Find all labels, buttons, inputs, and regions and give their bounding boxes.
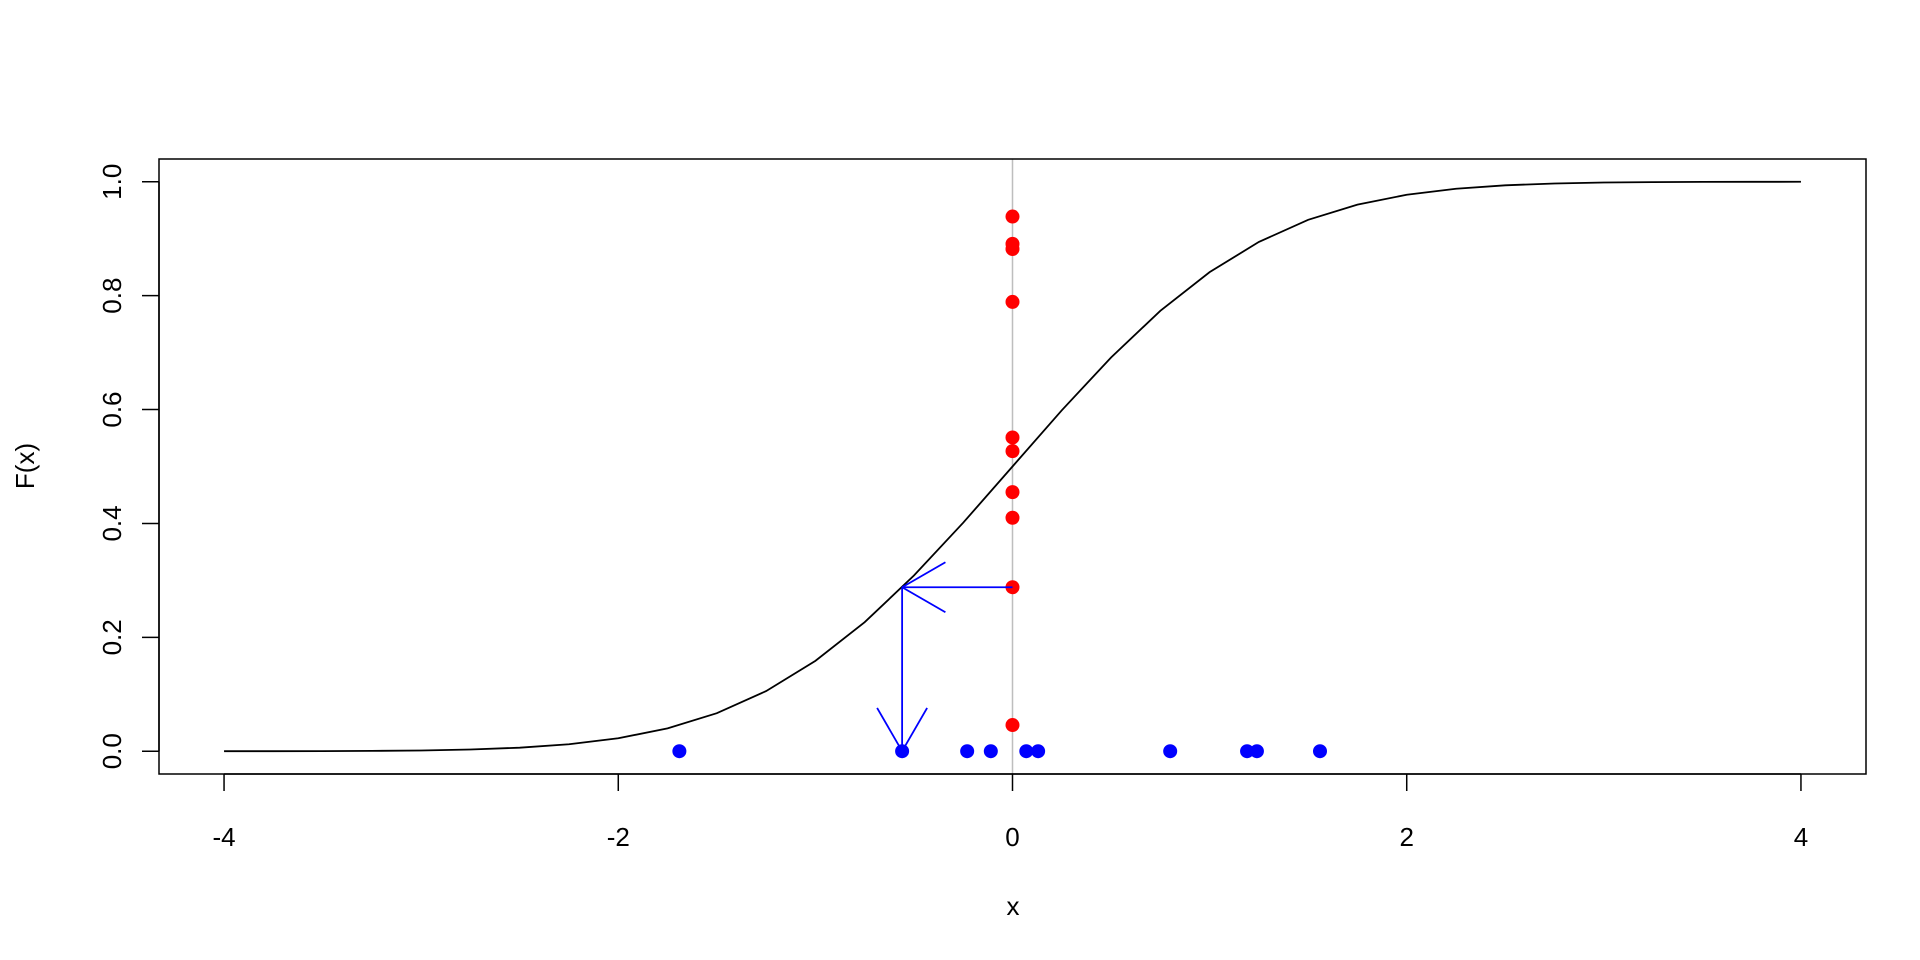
y-axis-label: F(x) bbox=[10, 443, 40, 489]
arrow-head bbox=[876, 707, 903, 752]
x-tick-label: -2 bbox=[607, 822, 630, 852]
x-tick-label: 4 bbox=[1794, 822, 1808, 852]
arrow-head bbox=[901, 561, 946, 589]
y-tick-label: 0.2 bbox=[97, 619, 127, 655]
point bbox=[960, 744, 975, 759]
point bbox=[1163, 744, 1178, 759]
y-tick-label: 0.6 bbox=[97, 391, 127, 427]
point bbox=[1005, 209, 1020, 224]
point bbox=[1019, 744, 1034, 759]
arrow-head bbox=[901, 586, 946, 614]
plot-box bbox=[158, 158, 1867, 775]
point bbox=[672, 744, 687, 759]
point bbox=[1005, 510, 1020, 525]
y-tick-label: 0.0 bbox=[97, 733, 127, 769]
y-tick-label: 0.8 bbox=[97, 278, 127, 314]
arrow-head bbox=[901, 707, 928, 752]
point bbox=[1005, 485, 1020, 500]
y-tick-label: 1.0 bbox=[97, 164, 127, 200]
cdf-curve bbox=[224, 180, 1801, 753]
point bbox=[1240, 744, 1255, 759]
point bbox=[1005, 444, 1020, 459]
point bbox=[983, 744, 998, 759]
x-tick-label: 0 bbox=[1005, 822, 1019, 852]
point bbox=[1005, 718, 1020, 733]
point bbox=[1312, 744, 1327, 759]
point bbox=[1005, 430, 1020, 445]
point bbox=[1249, 744, 1264, 759]
point bbox=[1005, 294, 1020, 309]
y-tick-label: 0.4 bbox=[97, 505, 127, 541]
x-tick-label: -4 bbox=[212, 822, 235, 852]
x-tick-label: 2 bbox=[1399, 822, 1413, 852]
point bbox=[1031, 744, 1046, 759]
x-axis-label: x bbox=[1007, 891, 1020, 921]
point bbox=[1005, 241, 1020, 256]
